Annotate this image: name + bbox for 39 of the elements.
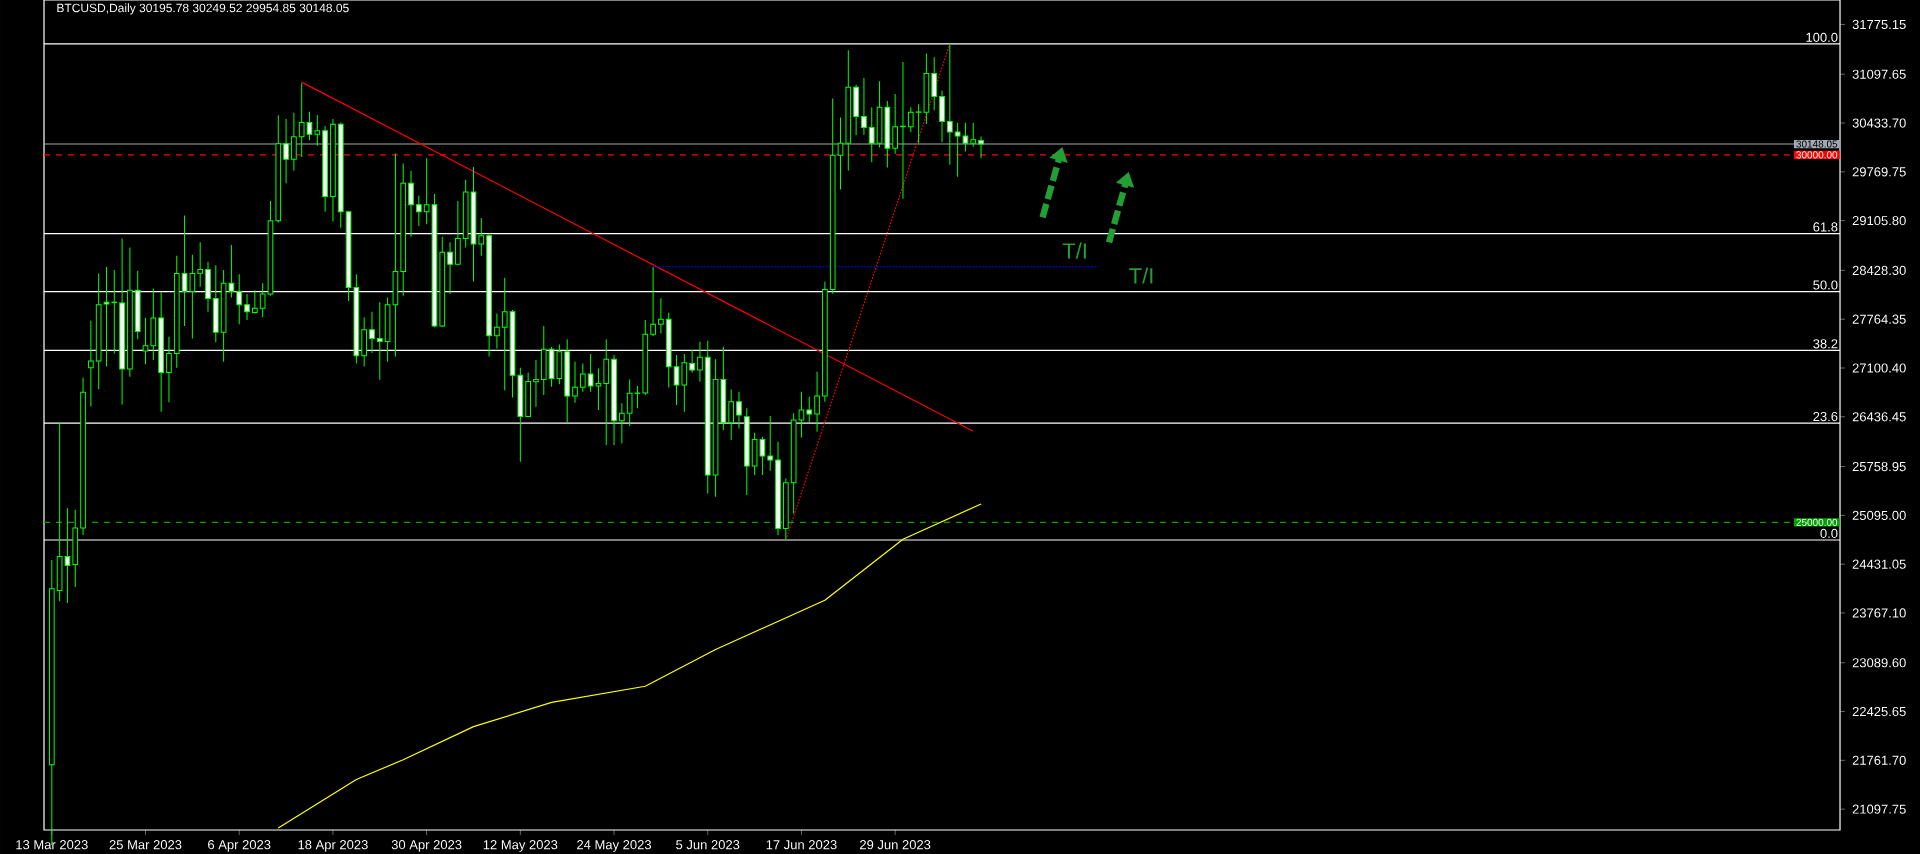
y-tick-label: 29769.75 xyxy=(1852,167,1906,177)
y-tick-label: 22425.65 xyxy=(1852,706,1906,717)
x-tick-label: 29 Jun 2023 xyxy=(860,840,931,850)
chart-title: BTCUSD,Daily 30195.78 30249.52 29954.85 30148.05 xyxy=(57,3,349,15)
ref-line-label: 30148.05 xyxy=(1796,140,1838,148)
y-tick-label: 25095.00 xyxy=(1852,510,1906,520)
annotation: 50.0 xyxy=(1813,280,1838,290)
annotation: 100.0 xyxy=(1806,32,1838,42)
ref-line-label: 30000.00 xyxy=(1796,151,1838,159)
x-tick-label: 13 Mar 2023 xyxy=(16,840,88,850)
x-tick-label: 17 Jun 2023 xyxy=(766,840,837,850)
y-tick-label: 31097.65 xyxy=(1852,69,1906,79)
y-tick-label: 30433.70 xyxy=(1852,118,1906,128)
x-tick-label: 30 Apr 2023 xyxy=(391,840,462,852)
y-tick-label: 27764.35 xyxy=(1852,314,1906,324)
annotation: 38.2 xyxy=(1813,339,1838,349)
y-tick-label: 28428.30 xyxy=(1852,265,1906,275)
x-tick-label: 6 Apr 2023 xyxy=(208,840,271,852)
y-tick-label: 31775.15 xyxy=(1852,19,1906,30)
y-tick-label: 23767.10 xyxy=(1852,608,1906,618)
y-tick-label: 21761.70 xyxy=(1852,755,1906,765)
annotation: 61.8 xyxy=(1813,222,1838,232)
x-tick-label: 25 Mar 2023 xyxy=(109,840,182,850)
x-tick-label: 24 May 2023 xyxy=(577,840,652,852)
annotation: T/I xyxy=(1129,267,1153,284)
annotation: T/I xyxy=(1062,242,1086,259)
x-tick-label: 5 Jun 2023 xyxy=(676,840,740,850)
y-tick-label: 25758.95 xyxy=(1852,461,1906,472)
annotation: 23.6 xyxy=(1813,411,1838,422)
y-tick-label: 23089.60 xyxy=(1852,658,1906,668)
x-tick-label: 12 May 2023 xyxy=(483,840,558,852)
annotation: 0.0 xyxy=(1820,528,1838,538)
y-tick-label: 24431.05 xyxy=(1852,559,1906,569)
ref-line-label: 25000.00 xyxy=(1796,518,1838,526)
y-tick-label: 27100.40 xyxy=(1852,363,1906,373)
x-tick-label: 18 Apr 2023 xyxy=(298,840,368,852)
y-tick-label: 21097.75 xyxy=(1852,804,1906,814)
y-tick-label: 26436.45 xyxy=(1852,412,1906,422)
y-tick-label: 29105.80 xyxy=(1852,216,1906,226)
